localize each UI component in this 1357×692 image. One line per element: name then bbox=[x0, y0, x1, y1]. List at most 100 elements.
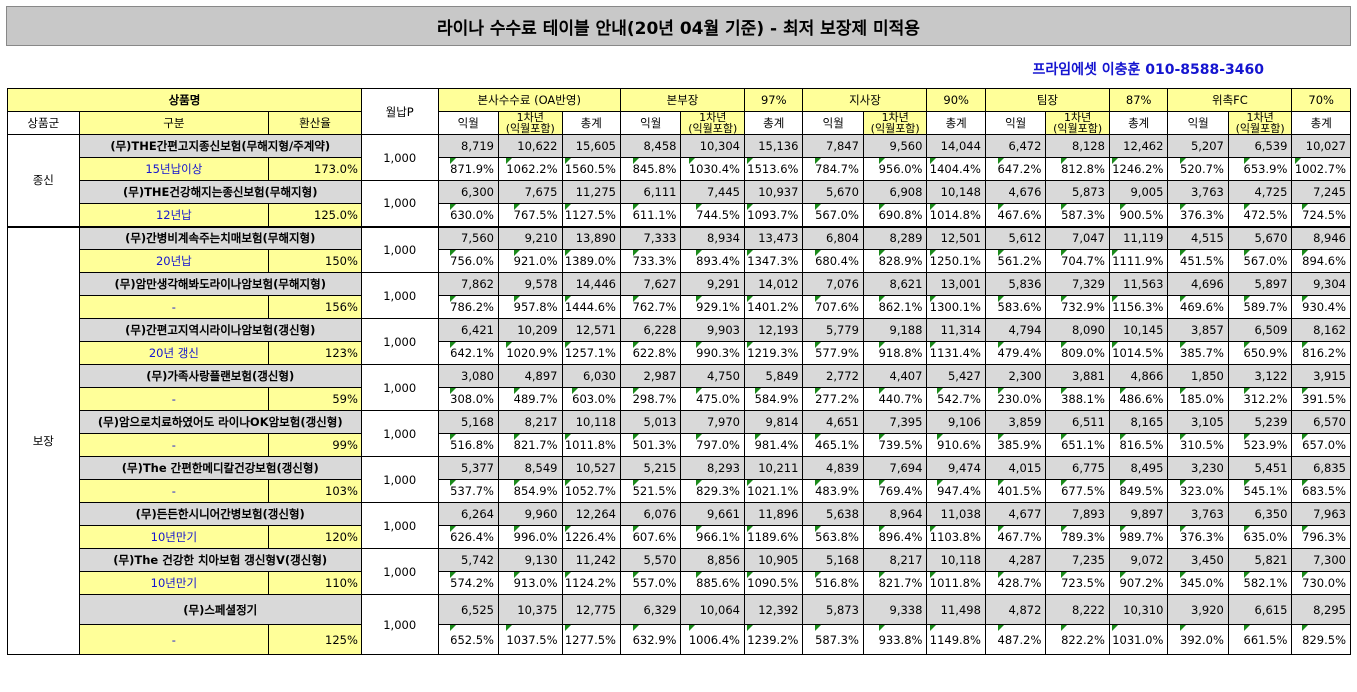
commission-percent: 467.6% bbox=[984, 203, 1047, 228]
commission-amount: 5,779 bbox=[802, 318, 864, 342]
product-group: 보장 bbox=[7, 226, 80, 655]
commission-amount: 1,850 bbox=[1167, 364, 1229, 388]
commission-percent: 632.9% bbox=[619, 624, 682, 655]
commission-percent: 451.5% bbox=[1167, 249, 1229, 273]
commission-percent: 821.7% bbox=[497, 433, 563, 457]
commission-percent: 611.1% bbox=[619, 203, 682, 228]
commission-amount: 6,835 bbox=[1291, 456, 1351, 480]
commission-amount: 7,560 bbox=[437, 226, 499, 250]
commission-percent: 1560.5% bbox=[561, 157, 621, 181]
commission-percent: 567.0% bbox=[802, 203, 864, 228]
commission-percent: 1111.9% bbox=[1108, 249, 1169, 273]
commission-percent: 762.7% bbox=[619, 295, 682, 319]
product-term: 15년납이상 bbox=[78, 157, 270, 181]
commission-amount: 12,392 bbox=[743, 594, 804, 625]
product-term: - bbox=[78, 295, 270, 319]
commission-percent: 487.2% bbox=[984, 624, 1047, 655]
header-hq-fee: 본사수수료 (OA반영) bbox=[437, 88, 621, 112]
table-row: 보장 (무)간병비계속주는치매보험(무해지형) 1,000 7,560 9,210 13,… bbox=[7, 226, 1351, 655]
conversion-rate: 120% bbox=[268, 525, 362, 549]
commission-amount: 3,763 bbox=[1167, 180, 1229, 204]
commission-percent: 467.7% bbox=[984, 525, 1047, 549]
commission-amount: 5,168 bbox=[802, 548, 864, 572]
commission-amount: 2,300 bbox=[984, 364, 1047, 388]
commission-amount: 3,105 bbox=[1167, 410, 1229, 434]
header-team: 팀장 bbox=[984, 88, 1110, 112]
commission-percent: 956.0% bbox=[862, 157, 928, 181]
commission-amount: 14,044 bbox=[926, 134, 986, 158]
commission-percent: 563.8% bbox=[802, 525, 864, 549]
commission-amount: 7,395 bbox=[862, 410, 928, 434]
commission-amount: 7,970 bbox=[680, 410, 745, 434]
commission-amount: 7,847 bbox=[802, 134, 864, 158]
commission-amount: 3,230 bbox=[1167, 456, 1229, 480]
commission-amount: 9,072 bbox=[1108, 548, 1169, 572]
commission-percent: 635.0% bbox=[1227, 525, 1293, 549]
commission-amount: 9,897 bbox=[1108, 502, 1169, 526]
commission-percent: 784.7% bbox=[802, 157, 864, 181]
commission-percent: 854.9% bbox=[497, 479, 563, 503]
commission-amount: 5,427 bbox=[926, 364, 986, 388]
product-term: - bbox=[78, 387, 270, 411]
commission-amount: 8,222 bbox=[1045, 594, 1110, 625]
header-first-year: 1차년 (익월포함) bbox=[1045, 111, 1110, 135]
commission-amount: 11,498 bbox=[926, 594, 986, 625]
commission-amount: 4,651 bbox=[802, 410, 864, 434]
commission-percent: 1090.5% bbox=[743, 571, 804, 595]
conversion-rate: 103% bbox=[268, 479, 362, 503]
commission-amount: 7,675 bbox=[497, 180, 563, 204]
header-product-name: 상품명 bbox=[7, 88, 362, 112]
commission-amount: 5,377 bbox=[437, 456, 499, 480]
commission-percent: 1131.4% bbox=[926, 341, 986, 365]
commission-percent: 893.4% bbox=[680, 249, 745, 273]
commission-percent: 577.9% bbox=[802, 341, 864, 365]
commission-amount: 9,291 bbox=[680, 272, 745, 296]
commission-percent: 376.3% bbox=[1167, 525, 1229, 549]
commission-amount: 10,148 bbox=[926, 180, 986, 204]
commission-amount: 14,446 bbox=[561, 272, 621, 296]
commission-percent: 871.9% bbox=[437, 157, 499, 181]
commission-amount: 8,549 bbox=[497, 456, 563, 480]
header-fc-pct: 70% bbox=[1291, 88, 1351, 112]
commission-amount: 9,130 bbox=[497, 548, 563, 572]
table-row: 10년만기 120% 626.4% 996.0% 1226.4% 607.6% 966.1%… bbox=[8, 525, 1351, 549]
commission-amount: 8,217 bbox=[862, 548, 928, 572]
monthly-premium: 1,000 bbox=[360, 456, 439, 503]
commission-amount: 8,934 bbox=[680, 226, 745, 250]
product-term: - bbox=[78, 433, 270, 457]
commission-percent: 1189.6% bbox=[743, 525, 804, 549]
commission-amount: 6,615 bbox=[1227, 594, 1293, 625]
commission-percent: 1401.2% bbox=[743, 295, 804, 319]
commission-percent: 730.0% bbox=[1291, 571, 1351, 595]
product-name: (무)암으로치료하였어도 라이나OK암보험(갱신형) bbox=[78, 410, 362, 434]
commission-amount: 6,076 bbox=[619, 502, 682, 526]
commission-percent: 907.2% bbox=[1108, 571, 1169, 595]
commission-percent: 896.4% bbox=[862, 525, 928, 549]
commission-amount: 3,450 bbox=[1167, 548, 1229, 572]
commission-amount: 12,462 bbox=[1108, 134, 1169, 158]
commission-percent: 520.7% bbox=[1167, 157, 1229, 181]
commission-percent: 1030.4% bbox=[680, 157, 745, 181]
commission-percent: 230.0% bbox=[984, 387, 1047, 411]
commission-amount: 4,407 bbox=[862, 364, 928, 388]
commission-amount: 5,612 bbox=[984, 226, 1047, 250]
commission-percent: 401.5% bbox=[984, 479, 1047, 503]
commission-percent: 479.4% bbox=[984, 341, 1047, 365]
commission-percent: 1021.1% bbox=[743, 479, 804, 503]
table-row: 종신 (무)THE간편고지종신보험(무해지형/주계약) 1,000 8,719 10,6… bbox=[7, 134, 1351, 228]
table-row: 20년 갱신 123% 642.1% 1020.9% 1257.1% 622.8% 990.… bbox=[8, 341, 1351, 365]
product-name: (무)간편고지역시라이나암보험(갱신형) bbox=[78, 318, 362, 342]
commission-percent: 786.2% bbox=[437, 295, 499, 319]
commission-percent: 683.5% bbox=[1291, 479, 1351, 503]
commission-percent: 957.8% bbox=[497, 295, 563, 319]
commission-amount: 6,525 bbox=[437, 594, 499, 625]
commission-percent: 489.7% bbox=[497, 387, 563, 411]
monthly-premium: 1,000 bbox=[360, 410, 439, 457]
commission-amount: 5,849 bbox=[743, 364, 804, 388]
commission-amount: 8,495 bbox=[1108, 456, 1169, 480]
product-name: (무)스페셜정기 bbox=[78, 594, 362, 625]
commission-amount: 6,511 bbox=[1045, 410, 1110, 434]
commission-amount: 9,188 bbox=[862, 318, 928, 342]
commission-percent: 376.3% bbox=[1167, 203, 1229, 228]
commission-percent: 885.6% bbox=[680, 571, 745, 595]
